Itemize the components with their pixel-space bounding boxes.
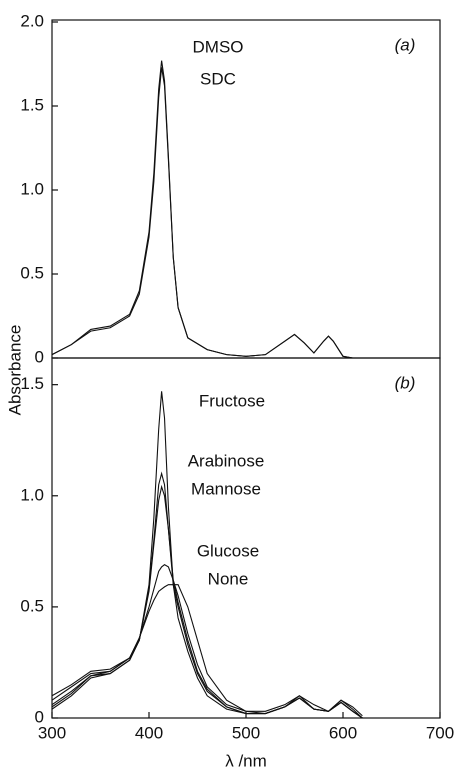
y-tick-label: 0.5: [20, 263, 44, 282]
annotation: Glucose: [197, 541, 259, 560]
data-line: [51, 484, 363, 719]
y-tick-label: 0.5: [20, 596, 44, 615]
x-axis-label: λ /nm: [225, 751, 267, 770]
x-tick-label: 600: [329, 723, 357, 742]
annotation: Fructose: [199, 391, 265, 410]
data-line: [51, 471, 363, 719]
x-tick-label: 500: [232, 723, 260, 742]
panel-label: (a): [395, 35, 416, 54]
annotation: Arabinose: [188, 451, 265, 470]
y-tick-label: 1.5: [20, 374, 44, 393]
y-tick-label: 0: [35, 707, 44, 726]
y-tick-label: 1.0: [20, 485, 44, 504]
panel-label: (b): [395, 373, 416, 392]
data-line: [51, 584, 363, 717]
y-axis-label: Absorbance: [5, 325, 24, 416]
x-tick-label: 700: [426, 723, 454, 742]
plot-frame: [51, 357, 441, 719]
annotation: DMSO: [193, 37, 244, 56]
x-tick-label: 300: [38, 723, 66, 742]
annotation: SDC: [200, 69, 236, 88]
data-line: [51, 60, 440, 359]
annotation: None: [208, 569, 249, 588]
y-tick-label: 0: [35, 347, 44, 366]
annotation: Mannose: [191, 479, 261, 498]
y-tick-label: 1.5: [20, 95, 44, 114]
x-tick-label: 400: [135, 723, 163, 742]
data-line: [51, 67, 440, 359]
y-tick-label: 1.0: [20, 179, 44, 198]
plot-frame: [51, 19, 441, 359]
y-tick-label: 2.0: [20, 11, 44, 30]
